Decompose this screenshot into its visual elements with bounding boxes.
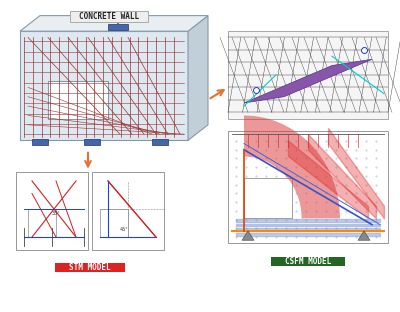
Polygon shape (188, 16, 208, 140)
Polygon shape (20, 31, 188, 140)
FancyBboxPatch shape (108, 24, 128, 30)
FancyBboxPatch shape (244, 178, 292, 218)
Polygon shape (244, 115, 340, 218)
Polygon shape (358, 231, 370, 240)
Text: 35°: 35° (52, 211, 61, 216)
Text: 45°: 45° (120, 227, 129, 232)
FancyBboxPatch shape (228, 131, 388, 243)
Polygon shape (244, 59, 372, 103)
Polygon shape (20, 16, 208, 31)
FancyBboxPatch shape (32, 139, 48, 145)
FancyBboxPatch shape (55, 263, 125, 272)
Text: STM MODEL: STM MODEL (69, 263, 111, 272)
FancyBboxPatch shape (70, 11, 148, 22)
Polygon shape (242, 231, 254, 240)
Text: CONCRETE WALL: CONCRETE WALL (79, 12, 139, 21)
Text: CSFM MODEL: CSFM MODEL (285, 257, 331, 266)
FancyBboxPatch shape (228, 31, 388, 119)
FancyBboxPatch shape (84, 139, 100, 145)
FancyBboxPatch shape (16, 172, 88, 250)
FancyBboxPatch shape (28, 209, 56, 237)
FancyBboxPatch shape (152, 139, 168, 145)
FancyBboxPatch shape (100, 209, 128, 237)
FancyBboxPatch shape (92, 172, 164, 250)
FancyBboxPatch shape (271, 257, 345, 266)
Polygon shape (48, 81, 108, 119)
